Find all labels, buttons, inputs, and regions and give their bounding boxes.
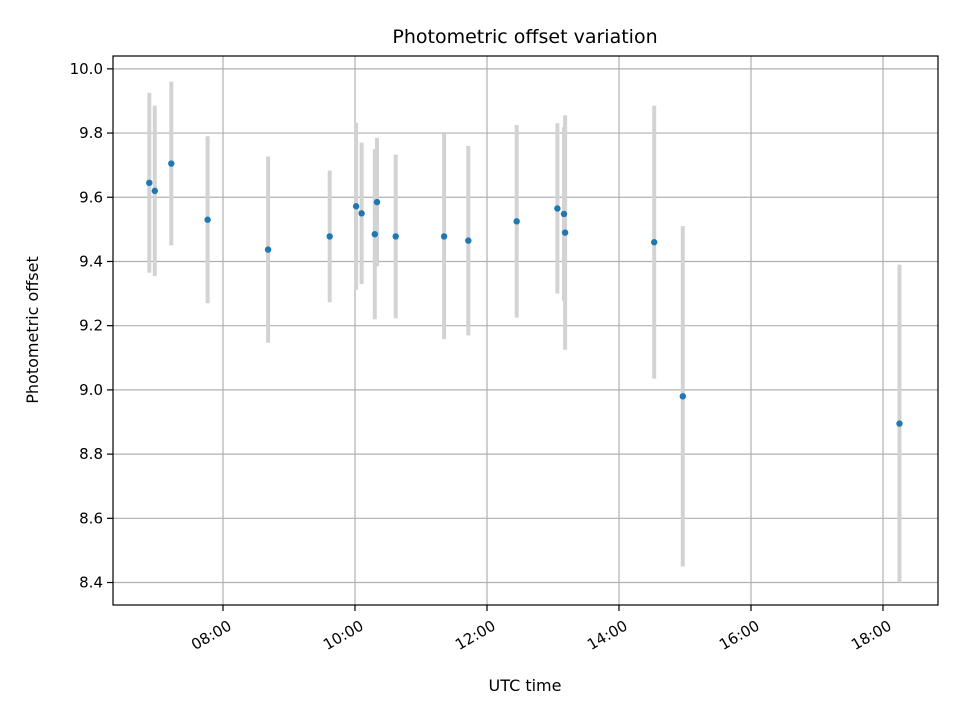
data-point [358,210,365,217]
x-tick-label: 08:00 [188,617,234,654]
data-point [371,230,378,238]
y-tick-label: 9.2 [79,317,103,335]
x-tick-label: 12:00 [452,617,498,654]
y-axis-ticks: 8.4 8.6 8.8 9.0 9.2 9.4 9.6 9.8 10.0 [70,60,113,592]
data-points [146,160,903,427]
data-point [679,393,686,400]
data-point [392,233,399,240]
data-point [373,198,381,206]
data-point [352,203,360,210]
data-point [554,205,561,212]
x-axis-label: UTC time [489,676,562,695]
y-tick-label: 8.4 [79,574,103,592]
x-tick-label: 10:00 [320,617,366,654]
y-tick-label: 9.4 [79,252,103,270]
y-tick-label: 10.0 [70,60,103,78]
data-point [151,187,158,195]
data-point [264,246,272,253]
data-point [146,179,153,187]
x-tick-label: 18:00 [848,617,894,654]
data-point [513,218,520,225]
y-tick-label: 8.8 [79,445,103,463]
data-point [560,210,568,218]
data-point [561,229,569,236]
data-point [168,160,175,167]
data-point [326,233,333,240]
grid [113,56,938,605]
y-tick-label: 9.6 [79,188,103,206]
x-tick-label: 14:00 [584,617,630,654]
y-axis-label: Photometric offset [23,256,42,404]
data-point [465,237,472,244]
data-point [440,233,448,240]
plot-frame [112,55,939,606]
y-tick-label: 9.8 [79,124,103,142]
data-point [896,420,903,427]
x-tick-label: 16:00 [716,617,762,654]
data-point [204,216,211,223]
x-axis-ticks: 08:00 10:00 12:00 14:00 16:00 18:00 [188,605,895,654]
error-bars [147,81,902,583]
y-tick-label: 9.0 [79,381,103,399]
y-tick-label: 8.6 [79,509,103,527]
chart-title: Photometric offset variation [392,26,657,48]
data-point [651,239,658,246]
